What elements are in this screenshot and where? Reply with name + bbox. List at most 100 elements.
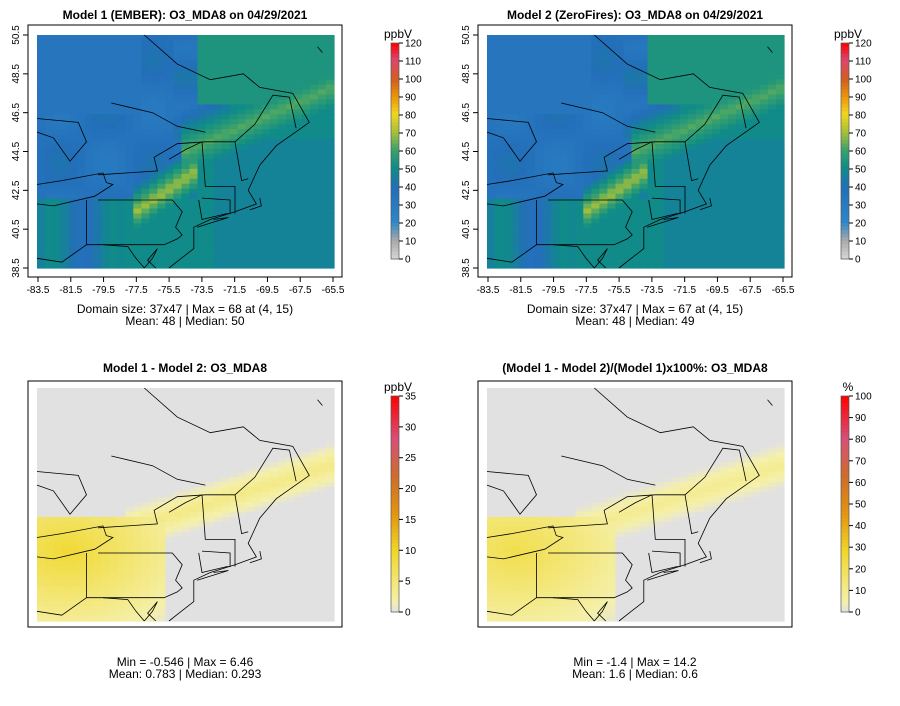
- heatmap-cell: [69, 457, 78, 463]
- heatmap-cell: [213, 173, 223, 180]
- heatmap-cell: [575, 94, 584, 101]
- heatmap-cell: [173, 183, 183, 190]
- heatmap-cell: [101, 402, 110, 409]
- boundary-line: [201, 141, 236, 214]
- heatmap-cell: [285, 119, 295, 125]
- heatmap-cell: [591, 94, 600, 101]
- heatmap-cell: [559, 243, 568, 249]
- heatmap-cell: [301, 99, 311, 106]
- heatmap-cell: [133, 149, 142, 155]
- heatmap-cell: [61, 188, 70, 195]
- heatmap-cell: [237, 203, 247, 210]
- heatmap-cell: [775, 253, 785, 259]
- heatmap-cell: [301, 258, 311, 264]
- heatmap-cell: [141, 153, 150, 160]
- heatmap-cell: [687, 49, 697, 56]
- heatmap-cell: [751, 188, 761, 195]
- heatmap-cell: [53, 616, 62, 622]
- heatmap-cell: [663, 173, 673, 180]
- heatmap-cell: [37, 44, 46, 51]
- heatmap-cell: [711, 54, 721, 61]
- heatmap-cell: [173, 427, 183, 434]
- heatmap-cell: [37, 392, 46, 399]
- heatmap-cell: [487, 253, 496, 259]
- heatmap-cell: [687, 228, 697, 234]
- heatmap-cell: [535, 198, 544, 205]
- heatmap-cell: [495, 153, 504, 160]
- heatmap-cell: [631, 188, 641, 195]
- heatmap-cell: [117, 104, 126, 110]
- heatmap-cell: [655, 119, 665, 125]
- heatmap-cell: [535, 208, 544, 215]
- heatmap-cell: [719, 119, 729, 125]
- heatmap-cell: [245, 74, 255, 81]
- heatmap-cell: [125, 452, 134, 459]
- heatmap-cell: [181, 462, 191, 468]
- heatmap-cell: [743, 54, 753, 61]
- heatmap-cell: [117, 89, 126, 96]
- heatmap-cell: [77, 462, 86, 468]
- heatmap-cell: [165, 193, 175, 200]
- heatmap-cell: [695, 178, 705, 185]
- heatmap-cell: [575, 193, 584, 200]
- heatmap-cell: [157, 392, 167, 399]
- heatmap-cell: [751, 89, 761, 96]
- heatmap-cell: [269, 69, 279, 76]
- heatmap-cell: [109, 472, 118, 478]
- heatmap-cell: [543, 198, 552, 205]
- heatmap-cell: [173, 472, 183, 478]
- heatmap-cell: [133, 482, 142, 488]
- heatmap-cell: [181, 447, 191, 454]
- colorbar-swatch: [841, 244, 849, 249]
- heatmap-cell: [157, 477, 167, 483]
- heatmap-cell: [93, 158, 102, 165]
- heatmap-cell: [149, 536, 159, 543]
- heatmap-cell: [221, 407, 231, 414]
- heatmap-cell: [543, 139, 552, 145]
- heatmap-cell: [109, 218, 118, 224]
- heatmap-cell: [301, 168, 311, 175]
- heatmap-cell: [583, 59, 592, 66]
- heatmap-cell: [93, 223, 102, 229]
- heatmap-cell: [671, 44, 681, 51]
- heatmap-cell: [109, 248, 118, 254]
- heatmap-cell: [647, 243, 657, 249]
- heatmap-cell: [133, 59, 142, 66]
- heatmap-cell: [157, 54, 167, 61]
- heatmap-cell: [53, 233, 62, 239]
- heatmap-cell: [165, 253, 175, 259]
- heatmap-cell: [775, 134, 785, 140]
- heatmap-cell: [277, 238, 287, 244]
- heatmap-cell: [205, 134, 215, 140]
- heatmap-cell: [285, 134, 295, 140]
- heatmap-cell: [567, 134, 576, 140]
- heatmap-cell: [301, 39, 311, 46]
- heatmap-cell: [77, 69, 86, 76]
- heatmap-cell: [157, 422, 167, 429]
- colorbar-swatch: [391, 53, 399, 58]
- heatmap-cell: [309, 183, 319, 190]
- heatmap-cell: [53, 397, 62, 404]
- heatmap-cell: [85, 99, 94, 106]
- heatmap-cell: [93, 238, 102, 244]
- heatmap-cell: [101, 457, 110, 463]
- heatmap-cell: [735, 208, 745, 215]
- colorbar-swatch: [391, 100, 399, 105]
- heatmap-cell: [575, 124, 584, 130]
- heatmap-cell: [511, 119, 520, 125]
- heatmap-cell: [133, 163, 142, 170]
- heatmap-cell: [703, 49, 713, 56]
- heatmap-cell: [85, 586, 94, 592]
- heatmap-cell: [117, 193, 126, 200]
- heatmap-cell: [77, 193, 86, 200]
- heatmap-cell: [639, 69, 649, 76]
- heatmap-cell: [157, 591, 167, 597]
- heatmap-cell: [125, 44, 134, 51]
- heatmap-cell: [61, 49, 70, 56]
- heatmap-cell: [623, 144, 633, 150]
- heatmap-cell: [575, 59, 584, 66]
- heatmap-cell: [165, 258, 175, 264]
- heatmap-cell: [189, 44, 199, 51]
- heatmap-cell: [703, 243, 713, 249]
- heatmap-cell: [719, 124, 729, 130]
